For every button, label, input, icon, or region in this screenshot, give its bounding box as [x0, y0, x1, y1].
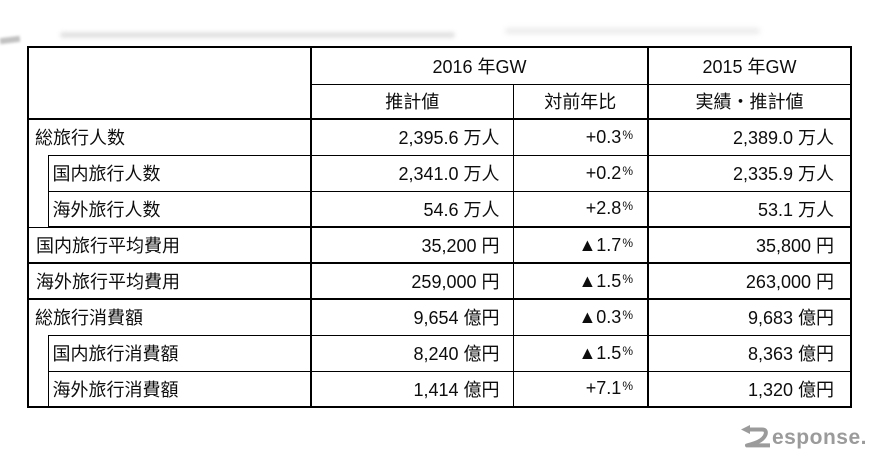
indent-spacer	[27, 298, 48, 335]
scan-artifact	[0, 35, 21, 45]
header-2015gw: 2015 年GW	[647, 46, 852, 85]
response-watermark: esponse.	[740, 424, 867, 449]
indent-spacer	[27, 155, 49, 228]
row-label: 海外旅行消費額	[47, 370, 312, 408]
row-label: 国内旅行消費額	[47, 334, 312, 372]
row-label: 海外旅行平均費用	[27, 262, 312, 300]
yoy-number: +0.2	[585, 162, 622, 183]
actual-value: 35,800 円	[647, 226, 852, 264]
percent-sign: %	[622, 343, 633, 358]
actual-value: 2,389.0 万人	[647, 118, 852, 156]
percent-sign: %	[622, 271, 633, 286]
header-yoy: 対前年比	[512, 83, 649, 120]
table-row-domestic-avg-cost: 国内旅行平均費用 35,200 円 ▲1.7% 35,800 円	[27, 226, 852, 264]
yoy-value: ▲1.5%	[512, 262, 649, 300]
yoy-number: ▲1.5	[578, 342, 622, 363]
estimate-value: 9,654 億円	[310, 298, 514, 336]
estimate-value: 54.6 万人	[310, 190, 514, 228]
scan-artifact	[505, 28, 760, 34]
corner-cell	[27, 46, 312, 120]
table-row-total-spending: 総旅行消費額 9,654 億円 ▲0.3% 9,683 億円	[27, 298, 852, 336]
yoy-value: +0.2%	[512, 154, 649, 192]
response-logo-r-arrow-icon	[740, 425, 770, 448]
row-label: 国内旅行人数	[47, 154, 312, 192]
table-row-overseas-spending: 海外旅行消費額 1,414 億円 +7.1% 1,320 億円	[28, 370, 852, 408]
actual-value: 1,320 億円	[647, 370, 852, 408]
header-row-measures: 推計値 対前年比 実績・推計値	[28, 83, 852, 120]
estimate-value: 8,240 億円	[310, 334, 514, 372]
actual-value: 53.1 万人	[647, 190, 852, 228]
indent-spacer	[27, 118, 48, 155]
table-row-overseas-avg-cost: 海外旅行平均費用 259,000 円 ▲1.5% 263,000 円	[27, 262, 852, 300]
yoy-number: +7.1	[585, 378, 622, 399]
actual-value: 9,683 億円	[647, 298, 852, 336]
yoy-number: +0.3	[585, 126, 622, 147]
table-row-domestic-travelers: 国内旅行人数 2,341.0 万人 +0.2% 2,335.9 万人	[27, 154, 852, 228]
yoy-value: +0.3%	[512, 118, 649, 156]
actual-value: 8,363 億円	[647, 334, 852, 372]
header-row-years: 2016 年GW 2015 年GW	[27, 46, 852, 120]
yoy-value: ▲1.7%	[512, 226, 649, 264]
travel-stats-table: 2016 年GW 2015 年GW 推計値 対前年比 実績・推計値 総旅行人数 …	[27, 46, 852, 408]
yoy-value: +2.8%	[512, 190, 649, 228]
percent-sign: %	[622, 127, 633, 142]
yoy-number: ▲1.5	[578, 270, 622, 291]
row-label-text: 総旅行人数	[35, 128, 125, 149]
yoy-number: ▲0.3	[578, 306, 622, 327]
header-actual: 実績・推計値	[647, 83, 852, 120]
row-label-text: 総旅行消費額	[35, 308, 143, 329]
actual-value: 2,335.9 万人	[647, 154, 852, 192]
estimate-value: 259,000 円	[310, 262, 514, 300]
estimate-value: 2,341.0 万人	[310, 154, 514, 192]
percent-sign: %	[622, 307, 633, 322]
yoy-number: +2.8	[585, 198, 622, 219]
yoy-value: ▲1.5%	[512, 334, 649, 372]
table-row-total-travelers: 総旅行人数 2,395.6 万人 +0.3% 2,389.0 万人	[27, 118, 852, 156]
row-label: 国内旅行平均費用	[27, 226, 312, 264]
estimate-value: 35,200 円	[310, 226, 514, 264]
yoy-value: ▲0.3%	[512, 298, 649, 336]
row-label: 海外旅行人数	[47, 190, 312, 228]
table-row-overseas-travelers: 海外旅行人数 54.6 万人 +2.8% 53.1 万人	[28, 190, 852, 228]
indent-spacer	[27, 335, 49, 408]
percent-sign: %	[622, 235, 633, 250]
row-label: 総旅行人数	[35, 118, 312, 156]
row-label: 総旅行消費額	[35, 298, 312, 336]
table-row-domestic-spending: 国内旅行消費額 8,240 億円 ▲1.5% 8,363 億円	[27, 334, 852, 408]
scan-artifact	[60, 32, 455, 38]
yoy-value: +7.1%	[512, 370, 649, 408]
percent-sign: %	[622, 379, 633, 394]
header-estimate: 推計値	[310, 83, 514, 120]
estimate-value: 1,414 億円	[310, 370, 514, 408]
watermark-text: esponse.	[771, 426, 867, 449]
percent-sign: %	[622, 199, 633, 214]
yoy-number: ▲1.7	[578, 234, 622, 255]
estimate-value: 2,395.6 万人	[310, 118, 514, 156]
percent-sign: %	[622, 163, 633, 178]
header-2016gw: 2016 年GW	[310, 46, 649, 85]
actual-value: 263,000 円	[647, 262, 852, 300]
